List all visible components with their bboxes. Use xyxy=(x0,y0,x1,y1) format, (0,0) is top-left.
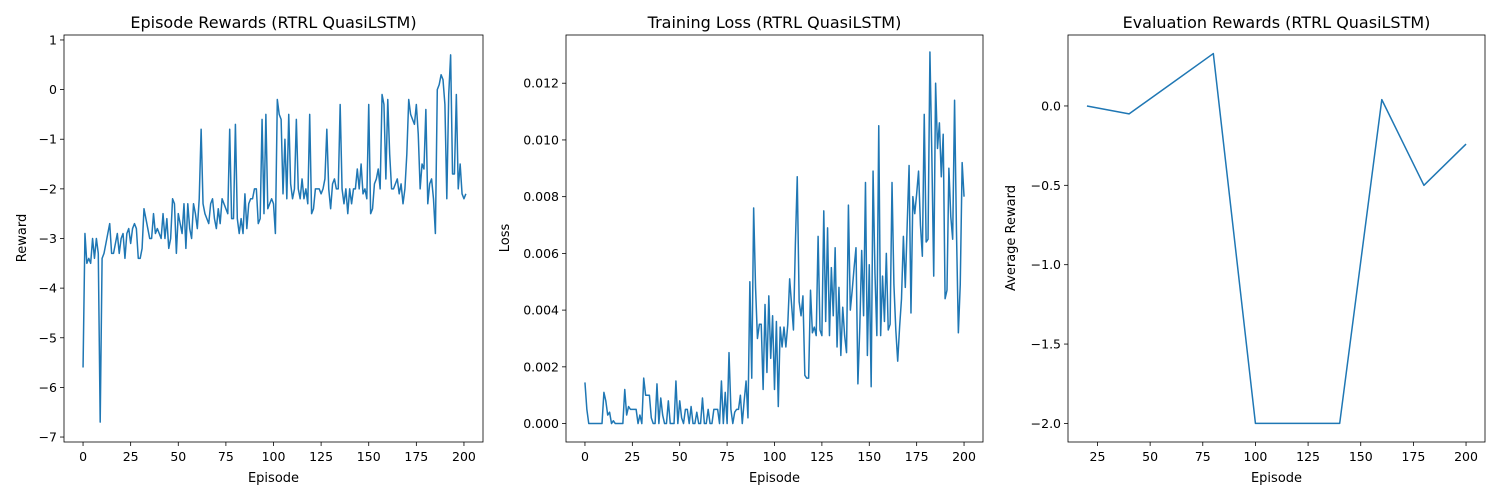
x-tick-label: 200 xyxy=(1454,449,1478,464)
x-tick-label: 25 xyxy=(624,449,640,464)
x-tick-label: 0 xyxy=(581,449,589,464)
y-tick-label: 0 xyxy=(49,82,57,97)
y-tick-label: −4 xyxy=(39,281,57,296)
x-tick-label: 125 xyxy=(810,449,834,464)
axes-frame xyxy=(1067,34,1486,443)
training-loss-panel: Training Loss (RTRL QuasiLSTM) Episode L… xyxy=(498,13,984,486)
y-tick-label: −1 xyxy=(39,132,57,147)
y-tick-label: −1.5 xyxy=(1031,337,1061,352)
x-axis-label: Episode xyxy=(749,471,800,486)
y-tick-label: 0.000 xyxy=(523,416,559,431)
y-tick-label: 0.004 xyxy=(523,303,559,318)
x-tick-label: 100 xyxy=(763,449,787,464)
series-line-0 xyxy=(82,54,467,423)
y-tick-label: −2.0 xyxy=(1031,416,1061,431)
x-tick-label: 150 xyxy=(857,449,881,464)
y-tick-label: −1.0 xyxy=(1031,257,1061,272)
x-tick-label: 175 xyxy=(404,449,428,464)
x-tick-label: 175 xyxy=(1401,449,1425,464)
x-tick-label: 75 xyxy=(719,449,735,464)
episode-rewards-panel: Episode Rewards (RTRL QuasiLSTM) Episode… xyxy=(15,13,484,486)
y-tick-label: 0.006 xyxy=(523,246,559,261)
y-tick-label: 0.002 xyxy=(523,359,559,374)
y-tick-label: 0.008 xyxy=(523,189,559,204)
x-tick-label: 50 xyxy=(1142,449,1158,464)
y-tick-label: 0.012 xyxy=(523,76,559,91)
x-tick-label: 25 xyxy=(1090,449,1106,464)
x-tick-label: 75 xyxy=(218,449,234,464)
x-tick-label: 0 xyxy=(79,449,87,464)
series-line-0 xyxy=(584,51,965,425)
x-tick-label: 200 xyxy=(952,449,976,464)
x-tick-label: 50 xyxy=(170,449,186,464)
x-tick-label: 25 xyxy=(123,449,139,464)
y-tick-label: −7 xyxy=(39,430,57,445)
evaluation-rewards-panel: Evaluation Rewards (RTRL QuasiLSTM) Epis… xyxy=(1004,13,1486,486)
chart-title: Episode Rewards (RTRL QuasiLSTM) xyxy=(130,13,416,32)
y-tick-label: 0.0 xyxy=(1041,98,1061,113)
y-tick-label: −2 xyxy=(39,181,57,196)
y-axis-label: Reward xyxy=(15,214,30,262)
x-tick-label: 150 xyxy=(357,449,381,464)
x-tick-label: 125 xyxy=(309,449,333,464)
y-tick-label: 1 xyxy=(49,32,57,47)
chart-title: Evaluation Rewards (RTRL QuasiLSTM) xyxy=(1123,13,1431,32)
x-tick-label: 100 xyxy=(262,449,286,464)
x-tick-label: 100 xyxy=(1244,449,1268,464)
series-line-0 xyxy=(1086,52,1467,425)
x-tick-label: 150 xyxy=(1349,449,1373,464)
y-tick-label: −6 xyxy=(39,380,57,395)
x-tick-label: 50 xyxy=(672,449,688,464)
x-tick-label: 200 xyxy=(452,449,476,464)
y-axis-label: Loss xyxy=(498,224,513,253)
y-tick-label: −3 xyxy=(39,231,57,246)
y-tick-label: −0.5 xyxy=(1031,178,1061,193)
x-axis-label: Episode xyxy=(1251,471,1302,486)
x-tick-label: 75 xyxy=(1195,449,1211,464)
x-tick-label: 125 xyxy=(1296,449,1320,464)
y-tick-label: 0.010 xyxy=(523,132,559,147)
x-tick-label: 175 xyxy=(905,449,929,464)
y-tick-label: −5 xyxy=(39,330,57,345)
x-axis-label: Episode xyxy=(248,471,299,486)
y-axis-label: Average Reward xyxy=(1004,185,1019,291)
chart-title: Training Loss (RTRL QuasiLSTM) xyxy=(647,13,902,32)
